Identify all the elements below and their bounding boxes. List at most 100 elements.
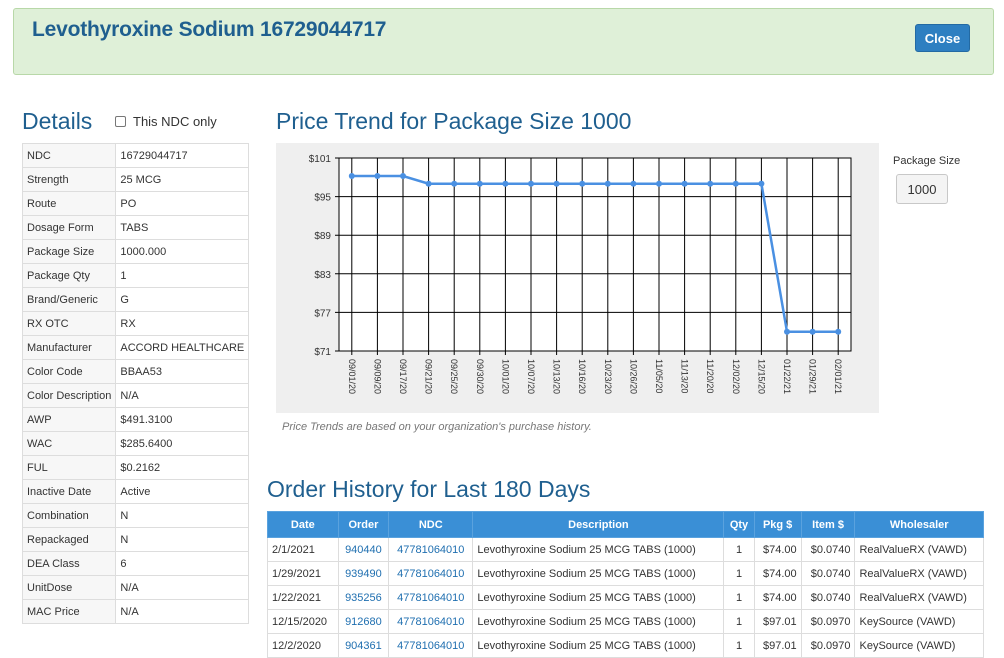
plot-area	[338, 157, 852, 352]
column-header[interactable]: NDC	[388, 511, 474, 538]
details-value: N	[115, 503, 250, 528]
order-link[interactable]: 940440	[345, 543, 382, 556]
ndc-link[interactable]: 47781064010	[397, 591, 465, 604]
price-point	[374, 173, 381, 180]
price-point	[656, 180, 662, 187]
details-value: RX	[115, 311, 250, 336]
column-header[interactable]: Pkg $	[753, 511, 802, 538]
details-row: Package Size 1000.000	[21, 239, 250, 264]
checkbox-box[interactable]	[115, 116, 126, 127]
column-header[interactable]: Item $	[800, 511, 856, 538]
order-history-table: Date Order NDC Description Qty Pkg $ Item $ Who…	[267, 511, 984, 658]
price-point	[579, 180, 586, 187]
details-label: Package Qty	[21, 263, 117, 288]
details-value: 6	[115, 551, 250, 576]
ndc-link-cell: 47781064010	[388, 537, 474, 562]
order-date-cell: 1/22/2021	[267, 585, 339, 610]
details-value: $285.6400	[115, 431, 250, 456]
order-link[interactable]: 935256	[345, 591, 382, 604]
x-tick-label: 10/16/20	[577, 359, 587, 394]
details-row: Dosage Form TABS	[21, 215, 250, 240]
details-label: Strength	[21, 167, 117, 192]
column-header[interactable]: Description	[472, 511, 725, 538]
order-date-cell: 12/2/2020	[267, 633, 339, 658]
details-row: Package Qty 1	[21, 263, 250, 288]
y-tick-label: $101	[309, 154, 332, 165]
ndc-only-checkbox[interactable]: This NDC only	[115, 114, 217, 129]
order-link[interactable]: 939490	[345, 567, 382, 580]
x-tick-label: 10/26/20	[628, 359, 638, 394]
x-tick-label: 11/05/20	[654, 359, 664, 393]
x-tick-label: 09/25/20	[449, 359, 459, 394]
order-link-cell: 904361	[337, 633, 390, 658]
ndc-link-cell: 47781064010	[388, 609, 474, 634]
details-value: N/A	[115, 599, 250, 624]
order-pkg-price-cell: $97.01	[753, 609, 802, 634]
price-point	[809, 328, 816, 335]
ndc-link[interactable]: 47781064010	[397, 543, 465, 556]
details-label: Dosage Form	[21, 215, 117, 240]
column-header[interactable]: Wholesaler	[854, 511, 984, 538]
details-row: Strength 25 MCG	[21, 167, 250, 192]
details-value: BBAA53	[115, 359, 250, 384]
order-link[interactable]: 912680	[345, 615, 382, 628]
table-row: 1/22/2021 935256 47781064010 Levothyroxine …	[267, 585, 984, 610]
ndc-link-cell: 47781064010	[388, 633, 474, 658]
package-size-label: Package Size	[893, 155, 961, 167]
details-value: Active	[115, 479, 250, 504]
details-label: Inactive Date	[21, 479, 117, 504]
details-row: FUL $0.2162	[21, 455, 250, 480]
price-point	[400, 173, 406, 180]
details-value: $0.2162	[115, 455, 250, 480]
ndc-link[interactable]: 47781064010	[397, 639, 465, 652]
details-label: NDC	[21, 143, 117, 168]
x-tick-label: 02/01/21	[833, 359, 843, 394]
order-description-cell: Levothyroxine Sodium 25 MCG TABS (1000)	[472, 585, 725, 610]
details-row: UnitDose N/A	[21, 575, 250, 600]
column-header[interactable]: Order	[337, 511, 390, 538]
x-tick-label: 09/01/20	[347, 359, 357, 394]
price-point	[502, 180, 509, 187]
order-date-cell: 2/1/2021	[267, 537, 339, 562]
order-pkg-price-cell: $74.00	[753, 561, 802, 586]
details-table: NDC 16729044717 Strength 25 MCG Route PO Dosag…	[21, 143, 250, 624]
price-point	[630, 180, 637, 187]
order-pkg-price-cell: $97.01	[753, 633, 802, 658]
order-link[interactable]: 904361	[345, 639, 382, 652]
details-value: TABS	[115, 215, 250, 240]
ndc-link[interactable]: 47781064010	[397, 567, 465, 580]
close-button[interactable]: Close	[915, 24, 970, 52]
order-date-cell: 1/29/2021	[267, 561, 339, 586]
order-description-cell: Levothyroxine Sodium 25 MCG TABS (1000)	[472, 609, 725, 634]
details-value: PO	[115, 191, 250, 216]
x-tick-label: 10/01/20	[500, 359, 510, 394]
details-label: Brand/Generic	[21, 287, 117, 312]
order-wholesaler-cell: KeySource (VAWD)	[854, 609, 984, 634]
column-header[interactable]: Qty	[723, 511, 755, 538]
order-link-cell: 912680	[337, 609, 390, 634]
price-series-line	[351, 174, 839, 333]
ndc-link-cell: 47781064010	[388, 585, 474, 610]
details-label: Repackaged	[21, 527, 117, 552]
order-description-cell: Levothyroxine Sodium 25 MCG TABS (1000)	[472, 633, 725, 658]
details-label: MAC Price	[21, 599, 117, 624]
details-row: Color Description N/A	[21, 383, 250, 408]
order-item-price-cell: $0.0740	[800, 585, 856, 610]
package-size-button[interactable]: 1000	[896, 174, 948, 204]
details-value: $491.3100	[115, 407, 250, 432]
ndc-link[interactable]: 47781064010	[397, 615, 465, 628]
details-row: AWP $491.3100	[21, 407, 250, 432]
y-tick-label: $71	[314, 347, 331, 358]
chart-svg: $101 $95 $89 $83 $77 $71 09/01/20 09/09/20 09/17…	[309, 154, 852, 394]
price-point	[784, 328, 790, 335]
details-row: Manufacturer ACCORD HEALTHCARE	[21, 335, 250, 360]
x-tick-label: 01/29/21	[808, 359, 818, 394]
column-header[interactable]: Date	[267, 511, 339, 538]
order-item-price-cell: $0.0740	[800, 561, 856, 586]
order-qty-cell: 1	[723, 537, 755, 562]
details-row: RX OTC RX	[21, 311, 250, 336]
y-tick-label: $83	[314, 270, 331, 281]
order-qty-cell: 1	[723, 633, 755, 658]
details-row: Brand/Generic G	[21, 287, 250, 312]
price-point	[528, 180, 534, 187]
